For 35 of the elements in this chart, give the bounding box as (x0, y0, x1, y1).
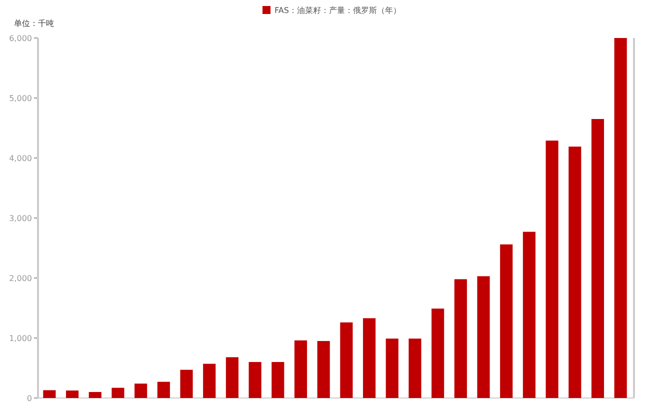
bar (134, 384, 148, 398)
bar (294, 340, 308, 398)
bar (43, 390, 56, 398)
bar (248, 362, 262, 398)
bar (180, 370, 193, 398)
y-tick-label: 6,000 (9, 34, 32, 43)
y-tick-label: 3,000 (9, 214, 32, 223)
bar (272, 362, 284, 398)
bar (317, 341, 330, 398)
bar (454, 279, 467, 398)
bar (568, 146, 582, 398)
y-tick-label: 1,000 (9, 334, 32, 343)
bar (226, 357, 238, 398)
bar (340, 322, 353, 398)
legend-label: FAS：油菜籽：产量：俄罗斯（年） (274, 6, 401, 15)
bar (66, 390, 79, 398)
bar (477, 276, 490, 398)
bar (500, 244, 513, 398)
bar (362, 318, 376, 398)
y-tick-label: 4,000 (9, 154, 32, 163)
y-tick-label: 5,000 (9, 94, 32, 103)
bar (88, 392, 102, 398)
y-tick-label: 2,000 (9, 274, 32, 283)
bar (432, 308, 444, 398)
bar (203, 364, 216, 398)
bar (386, 338, 398, 398)
bar (408, 338, 422, 398)
bar (591, 119, 604, 398)
y-tick-label: 0 (26, 394, 32, 403)
bar (112, 388, 124, 398)
bar (522, 232, 536, 398)
bar (614, 38, 627, 398)
bar (157, 382, 170, 398)
y-axis-title: 单位：千吨 (14, 19, 54, 28)
bar (546, 140, 558, 398)
